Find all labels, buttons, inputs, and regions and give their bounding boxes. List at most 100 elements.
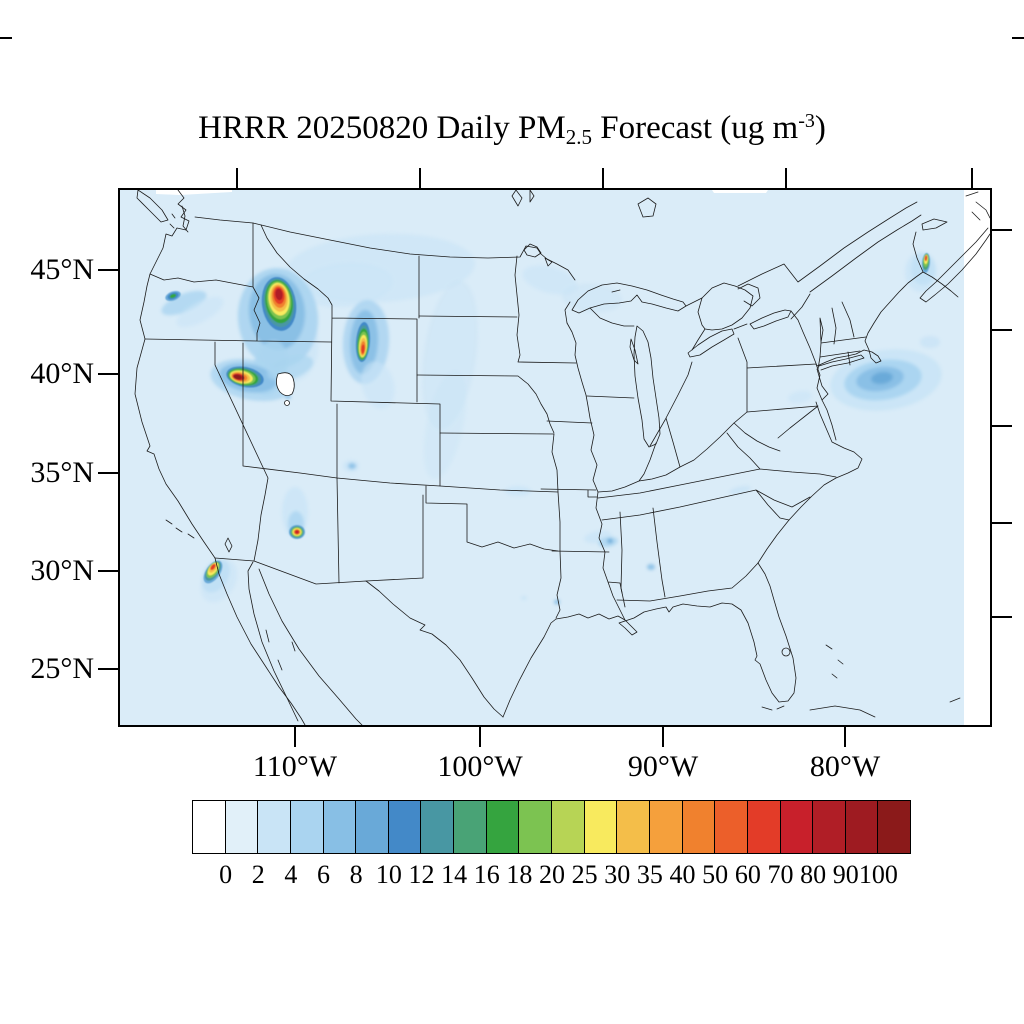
axis-tick <box>785 168 787 190</box>
axis-tick <box>98 570 120 572</box>
pm-patch <box>607 538 613 544</box>
colorbar-tick-labels: 0 2 4 6 8 10 12 14 16 18 20 25 30 35 40 50 60 70 80 90 100 <box>193 862 911 892</box>
lake-connectors <box>589 293 811 351</box>
title-subscript: 2.5 <box>565 124 592 149</box>
axis-tick <box>98 373 120 375</box>
colorbar-cell <box>192 800 226 854</box>
axis-tick <box>98 269 120 271</box>
midwest-state-borders <box>564 301 748 493</box>
colorbar-cell <box>420 800 455 854</box>
colorbar-tick-label: 30 <box>604 860 631 889</box>
colorbar-cell <box>877 800 912 854</box>
pm-patch <box>161 290 207 316</box>
colorbar-tick-label: 90 <box>832 860 859 889</box>
conus-map <box>120 189 991 726</box>
colorbar-tick-label: 40 <box>669 860 696 889</box>
pm-patch <box>424 371 466 479</box>
lon-tick-label: 100°W <box>437 750 523 783</box>
lon-tick-label: 110°W <box>252 750 338 783</box>
colorbar-cell <box>355 800 389 854</box>
lat-tick-label: 40°N <box>30 357 94 390</box>
pm-patch <box>285 395 291 399</box>
lake-huron <box>697 282 761 331</box>
plot-title: HRRR 20250820 Daily PM2.5 Forecast (ug m… <box>0 110 1024 149</box>
colorbar-tick-label: 0 <box>219 860 233 889</box>
colorbar-tick-label: 14 <box>441 860 468 889</box>
domain-edge <box>156 190 990 725</box>
pm-patch <box>920 336 940 348</box>
oregon-smoke <box>169 293 177 299</box>
lake-okeechobee <box>781 647 791 657</box>
title-text: Forecast (ug m <box>592 110 799 146</box>
page-edge-mark <box>1012 37 1024 39</box>
northeast-state-borders <box>733 301 867 439</box>
colorbar-cell <box>714 800 748 854</box>
arizona-smoke <box>294 530 300 534</box>
southeast-state-borders <box>597 422 837 608</box>
axis-tick <box>990 522 1012 524</box>
colorbar-cell <box>518 800 553 854</box>
page-edge-mark <box>0 37 12 39</box>
axis-tick <box>236 168 238 190</box>
lon-tick-label: 90°W <box>627 750 699 783</box>
colorbar-tick-label: 2 <box>251 860 265 889</box>
colorbar-tick-label: 60 <box>734 860 761 889</box>
pacific-coastline <box>134 189 306 726</box>
lake-ontario <box>749 309 792 330</box>
colorbar-cell <box>453 800 487 854</box>
colorbar-cell <box>257 800 291 854</box>
colorbar-tick-label: 80 <box>800 860 827 889</box>
pm-patch <box>348 463 356 469</box>
map-panel <box>118 188 992 727</box>
colorbar-tick-label: 25 <box>571 860 598 889</box>
pm-patch <box>176 296 224 328</box>
axis-tick <box>602 168 604 190</box>
title-text: ) <box>814 110 826 146</box>
lake-erie <box>687 328 735 358</box>
colorbar <box>192 800 912 854</box>
lat-tick-label: 45°N <box>30 253 94 286</box>
lat-tick-label: 35°N <box>30 456 94 489</box>
lake-superior <box>571 282 687 314</box>
colorbar-tick-label: 50 <box>702 860 729 889</box>
axis-tick <box>844 725 846 747</box>
axis-tick <box>990 229 1012 231</box>
baja-gulf-of-california <box>247 561 363 726</box>
us-mexico-border <box>214 557 504 718</box>
axis-tick <box>971 168 973 190</box>
colorbar-tick-label: 16 <box>473 860 500 889</box>
pm-patch <box>522 265 578 295</box>
colorbar-cell <box>551 800 585 854</box>
baja-california-smoke <box>210 563 216 571</box>
axis-tick <box>990 329 1012 331</box>
pm-patch <box>905 252 937 292</box>
colorbar-tick-label: 70 <box>767 860 794 889</box>
atlantic-coastline <box>757 271 924 564</box>
colorbar-tick-label: 18 <box>506 860 533 889</box>
pm-patch <box>521 596 527 600</box>
pm-patch <box>788 390 812 404</box>
axis-tick <box>419 168 421 190</box>
border-lakes <box>511 189 657 267</box>
colorbar-tick-label: 35 <box>636 860 663 889</box>
wyoming-smoke <box>361 344 365 354</box>
axis-tick <box>479 725 481 747</box>
pm-patch <box>647 564 655 570</box>
colorbar-tick-label: 12 <box>408 860 435 889</box>
southwest-state-borders <box>365 485 562 619</box>
colorbar-tick-label: 4 <box>284 860 298 889</box>
coastlines-and-borders <box>134 189 991 726</box>
colorbar-cell <box>648 800 683 854</box>
vancouver-island-and-sound <box>136 189 195 539</box>
nevada-utah-smoke <box>233 374 242 380</box>
title-text: HRRR 20250820 Daily PM <box>198 110 566 146</box>
colorbar-tick-label: 6 <box>317 860 331 889</box>
colorbar-tick-label: 10 <box>375 860 402 889</box>
colorbar-cell <box>812 800 846 854</box>
axis-tick <box>990 616 1012 618</box>
gulf-coast-florida <box>502 562 797 718</box>
colorbar-cell <box>616 800 650 854</box>
axis-tick <box>662 725 664 747</box>
colorbar-cell <box>746 800 781 854</box>
